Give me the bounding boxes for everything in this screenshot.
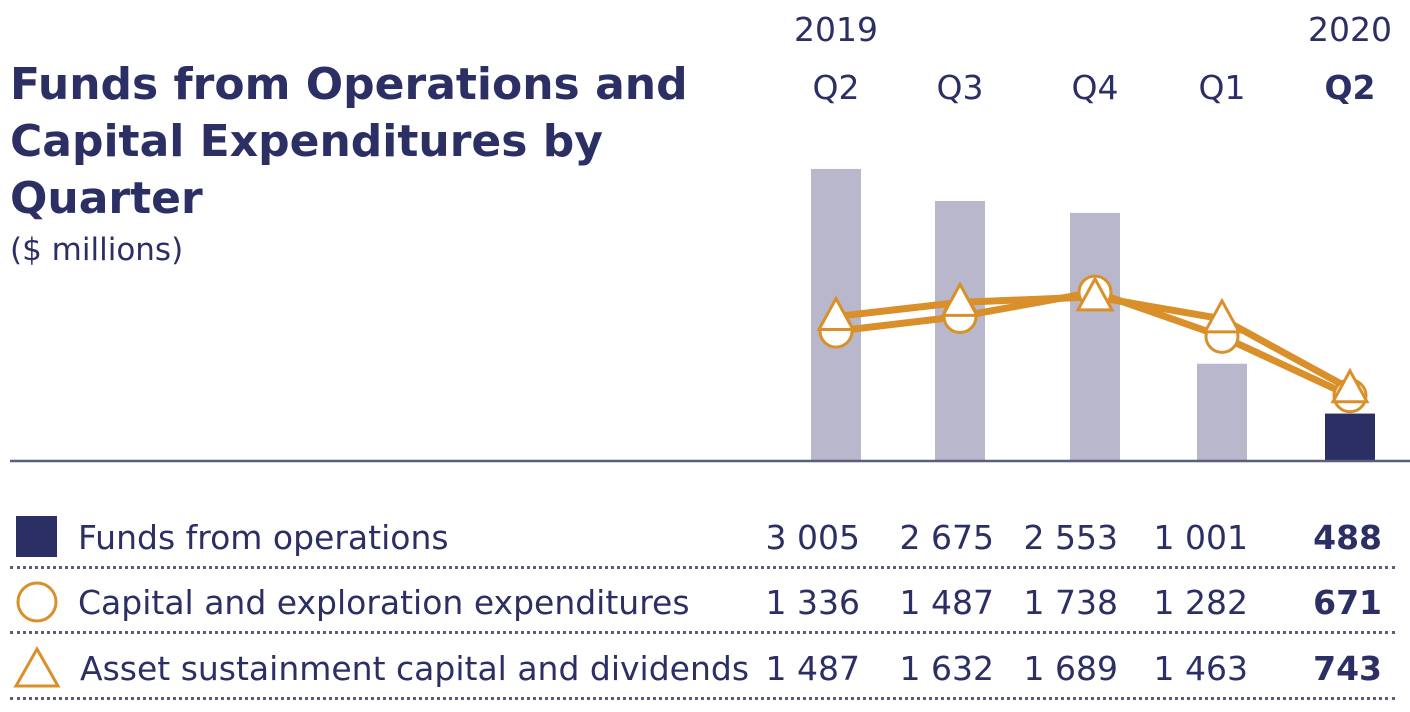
point-asset-sustainment bbox=[1202, 297, 1242, 334]
bar-funds-from-operations bbox=[1325, 413, 1375, 461]
quarter-label-current: Q2 bbox=[1324, 68, 1376, 107]
table-cell: 3 005 bbox=[765, 518, 860, 557]
quarter-label: Q2 bbox=[812, 68, 860, 107]
year-label-2020: 2020 bbox=[1308, 10, 1392, 49]
table-cell: 1 738 bbox=[1023, 583, 1118, 622]
point-asset-sustainment bbox=[1075, 275, 1115, 312]
table-row-capex: Capital and exploration expenditures 1 3… bbox=[0, 570, 1410, 634]
table-cell: 1 463 bbox=[1153, 649, 1248, 688]
row-divider bbox=[10, 566, 1395, 569]
table-row-sustainment: Asset sustainment capital and dividends … bbox=[0, 636, 1410, 700]
row-divider bbox=[10, 697, 1395, 700]
table-cell-current: 743 bbox=[1313, 649, 1382, 688]
point-asset-sustainment bbox=[1330, 367, 1370, 404]
table-cell: 1 282 bbox=[1153, 583, 1248, 622]
table-cell: 1 689 bbox=[1023, 649, 1118, 688]
chart-subtitle: ($ millions) bbox=[10, 232, 184, 268]
chart-title: Funds from Operations and Capital Expend… bbox=[10, 59, 688, 224]
table-cell: 2 553 bbox=[1023, 518, 1118, 557]
table-cell: 2 675 bbox=[899, 518, 994, 557]
triangle-marker-icon bbox=[13, 645, 61, 688]
table-cell-current: 671 bbox=[1313, 583, 1382, 622]
circle-marker-icon bbox=[16, 581, 58, 623]
quarter-label: Q4 bbox=[1071, 68, 1119, 107]
bar-funds-from-operations bbox=[1070, 212, 1120, 461]
table-cell: 1 336 bbox=[765, 583, 860, 622]
quarter-label: Q3 bbox=[936, 68, 984, 107]
legend-label-capex: Capital and exploration expenditures bbox=[78, 583, 690, 622]
legend-label-funds: Funds from operations bbox=[78, 518, 449, 557]
table-cell: 1 487 bbox=[899, 583, 994, 622]
point-asset-sustainment bbox=[816, 295, 856, 331]
year-label-2019: 2019 bbox=[794, 10, 878, 49]
bar-funds-from-operations bbox=[1197, 363, 1247, 461]
row-divider bbox=[10, 631, 1395, 634]
quarter-label: Q1 bbox=[1198, 68, 1246, 107]
table-cell: 1 632 bbox=[899, 649, 994, 688]
table-row-funds: Funds from operations 3 005 2 675 2 553 … bbox=[0, 505, 1410, 569]
table-cell: 1 487 bbox=[765, 649, 860, 688]
table-cell-current: 488 bbox=[1313, 518, 1382, 557]
table-cell: 1 001 bbox=[1153, 518, 1248, 557]
square-marker-icon bbox=[16, 516, 57, 557]
point-asset-sustainment bbox=[940, 281, 980, 317]
legend-label-sustainment: Asset sustainment capital and dividends bbox=[80, 649, 750, 688]
